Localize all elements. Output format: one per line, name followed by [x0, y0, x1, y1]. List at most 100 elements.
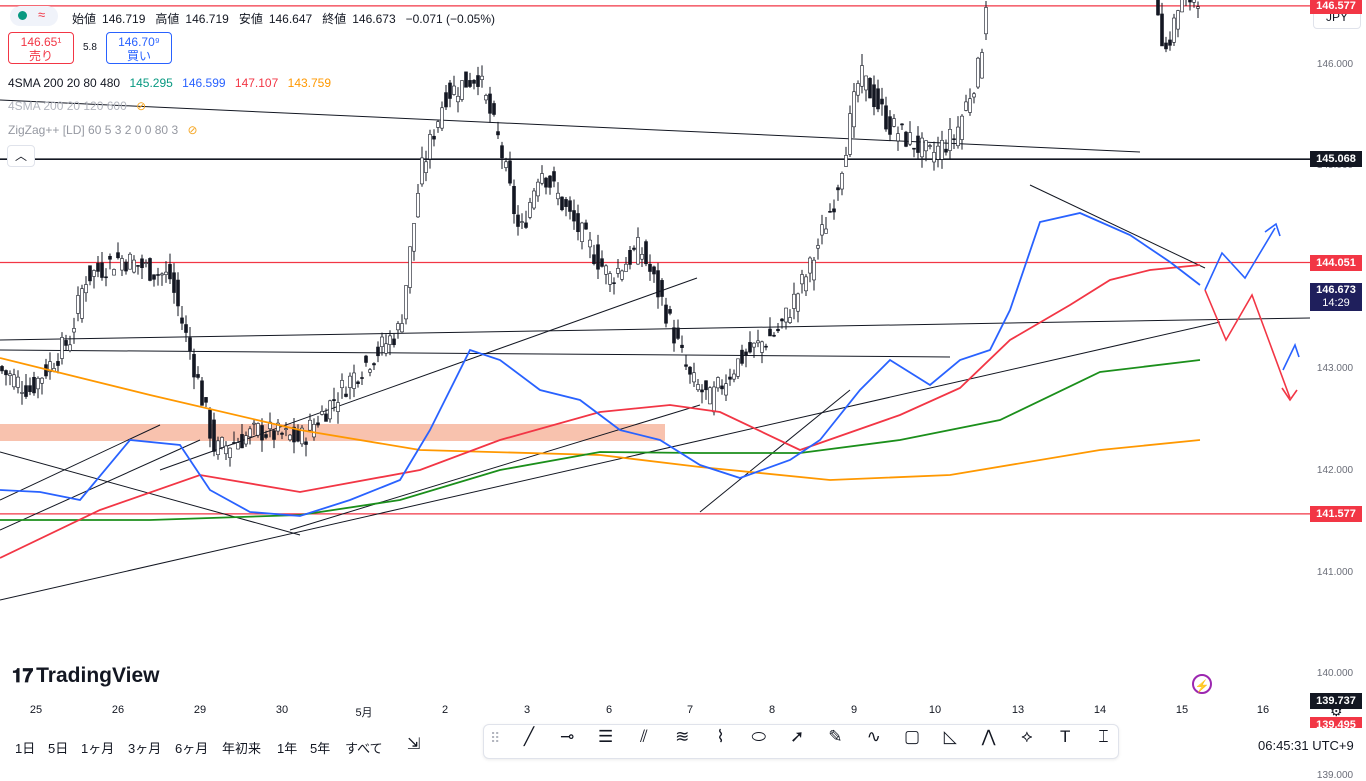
price-chart[interactable] — [0, 0, 1366, 700]
range-button[interactable]: 年初来 — [222, 741, 262, 756]
candle-body — [904, 131, 908, 147]
candle-body — [568, 200, 572, 212]
sma-value-red: 147.107 — [234, 76, 279, 90]
range-button[interactable]: すべて — [345, 741, 383, 756]
range-button[interactable]: 6ヶ月 — [175, 741, 209, 756]
candle-body — [292, 426, 296, 443]
settings-gear-icon[interactable]: ⚙ — [1330, 703, 1343, 719]
candle-body — [624, 263, 628, 272]
candle-body — [776, 328, 780, 332]
candle-body — [660, 280, 664, 297]
highlighter-icon[interactable]: ✎ — [828, 727, 843, 746]
parallel-channel-icon[interactable]: ☰ — [597, 727, 614, 746]
text-icon[interactable]: T — [1059, 727, 1071, 746]
sma-200-line — [0, 359, 1201, 521]
close-value: 146.673 — [352, 11, 396, 26]
candle-body — [1176, 10, 1180, 30]
date-range-icon[interactable]: ⇲ — [407, 736, 421, 753]
trend-line — [1029, 184, 1206, 269]
tv-logo-icon: 𝟏𝟕 — [12, 666, 34, 687]
candle-body — [328, 400, 332, 420]
candle-body — [868, 78, 872, 99]
zigzag-legend[interactable]: ZigZag++ [LD] 60 5 3 2 0 0 80 3 ⊘ — [8, 123, 198, 137]
candle-body — [1164, 42, 1168, 50]
candle-body — [0, 366, 4, 372]
candle-body — [812, 259, 816, 281]
collapse-legend-button[interactable]: ︿ — [7, 145, 35, 167]
candle-body — [64, 340, 68, 346]
candle-body — [96, 262, 100, 272]
range-button[interactable]: 1ヶ月 — [81, 741, 115, 756]
drag-handle-icon[interactable]: ⠿ — [490, 730, 501, 746]
candle-body — [976, 57, 980, 88]
horizontal-ray-icon[interactable]: ⊸ — [560, 727, 575, 746]
candle-body — [692, 372, 696, 383]
candle-body — [524, 222, 528, 228]
candle-body — [12, 374, 16, 388]
candle-body — [748, 342, 752, 353]
candle-body — [232, 442, 236, 444]
candle-body — [924, 140, 928, 152]
candle-body — [1160, 13, 1164, 47]
candle-body — [84, 284, 88, 294]
range-button[interactable]: 5日 — [48, 741, 69, 756]
range-button[interactable]: 3ヶ月 — [128, 741, 162, 756]
clock: 06:45:31 UTC+9 — [1258, 738, 1354, 753]
candle-body — [316, 422, 320, 426]
candle-body — [804, 276, 808, 292]
candle-body — [480, 75, 484, 80]
sma-legend[interactable]: 4SMA 200 20 80 480 145.295 146.599 147.1… — [8, 76, 331, 90]
brush-icon[interactable]: ⌇ — [716, 727, 725, 746]
ellipse-icon[interactable]: ⬭ — [751, 727, 767, 746]
range-button[interactable]: 1年 — [277, 741, 298, 756]
candle-body — [68, 344, 72, 351]
range-button[interactable]: 5年 — [310, 741, 331, 756]
level-tag: 145.068 — [1310, 151, 1362, 168]
path-icon[interactable]: ⋀ — [981, 727, 996, 746]
ohlc-legend: 始値 146.719 高値 146.719 安値 146.647 終値 146.673 … — [72, 10, 499, 27]
candle-body — [152, 274, 156, 280]
candle-body — [20, 392, 24, 394]
tradingview-logo[interactable]: 𝟏𝟕 TradingView — [12, 664, 159, 688]
candle-body — [612, 282, 616, 284]
candle-body — [892, 118, 896, 127]
candle-body — [468, 80, 472, 87]
candle-body — [304, 441, 308, 445]
triangle-icon[interactable]: ◺ — [943, 727, 957, 746]
time-tick: 13 — [1011, 704, 1025, 716]
trend-line-icon[interactable]: ╱ — [523, 727, 535, 746]
candle-body — [580, 222, 584, 242]
buy-button[interactable]: 146.70⁹ 買い — [106, 32, 172, 64]
arrow-icon[interactable]: ➚ — [789, 727, 805, 746]
pattern-icon[interactable]: ⟡ — [1021, 727, 1033, 746]
fib-retracement-icon[interactable]: ≋ — [675, 727, 690, 746]
time-tick: 3 — [523, 704, 531, 716]
sma-20-line — [0, 212, 1201, 517]
range-button[interactable]: 1日 — [15, 741, 36, 756]
candle-body — [476, 75, 480, 87]
sma-name: 4SMA 200 20 80 480 — [8, 76, 121, 90]
eye-off-icon[interactable]: ⊘ — [187, 123, 198, 137]
candle-body — [332, 399, 336, 401]
eye-off-icon[interactable]: ⊘ — [136, 99, 147, 113]
status-pill[interactable]: ≈ — [10, 6, 58, 26]
lightning-icon[interactable]: ⚡ — [1192, 674, 1212, 694]
candle-body — [912, 147, 916, 150]
candle-body — [560, 196, 564, 211]
low-label: 安値 — [238, 12, 263, 26]
hidden-sma-legend[interactable]: 4SMA 200 20 120 600 ⊘ — [8, 99, 146, 113]
sell-button[interactable]: 146.65¹ 売り — [8, 32, 74, 64]
rectangle-icon[interactable]: ▢ — [903, 727, 921, 746]
candle-body — [860, 65, 864, 87]
trend-line — [0, 439, 201, 531]
spread-value: 5.8 — [83, 42, 97, 53]
candle-body — [484, 95, 488, 101]
candle-body — [300, 427, 304, 445]
candle-body — [508, 160, 512, 184]
curve-icon[interactable]: ∿ — [866, 727, 881, 746]
candle-body — [16, 376, 20, 388]
candle-body — [320, 411, 324, 415]
candle-body — [848, 113, 852, 155]
vertical-line-icon[interactable]: ⌶ — [1098, 727, 1109, 746]
pitchfork-icon[interactable]: ⫽ — [640, 727, 648, 746]
